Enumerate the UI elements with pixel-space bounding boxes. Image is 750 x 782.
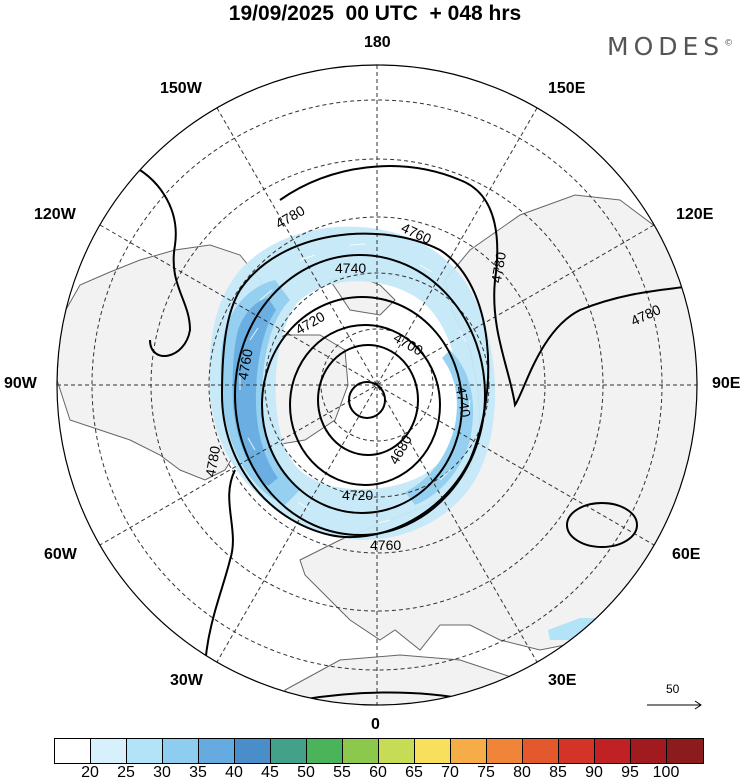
meridian-120e-60w [99, 224, 655, 546]
contour-label: 4780 [488, 251, 509, 285]
colorbar-swatch [235, 739, 271, 763]
contour-4720 [261, 296, 463, 514]
colorbar-tick-label: 80 [513, 764, 531, 781]
colorbar-swatch [415, 739, 451, 763]
brand-name: MODES [607, 32, 725, 61]
lon-label-60w: 60W [44, 546, 77, 563]
colorbar-swatch [91, 739, 127, 763]
wind-vector [459, 329, 467, 343]
colorbar-tick-label: 40 [225, 764, 243, 781]
meridian-120w-60e [99, 224, 655, 546]
lon-label-30e: 30E [548, 672, 577, 689]
latitude-circle-60 [208, 216, 546, 554]
colorbar-tick-label: 85 [549, 764, 567, 781]
lon-label-120w: 120W [34, 206, 76, 223]
latitude-circle-70 [264, 272, 490, 498]
lon-label-180: 180 [364, 34, 391, 51]
wind-vector [249, 327, 259, 341]
colorbar-tick-label: 20 [81, 764, 99, 781]
colorbar-swatch [523, 739, 559, 763]
contour-pole-low [348, 381, 386, 419]
latitude-circle-80 [320, 328, 434, 442]
wind-vector [375, 519, 391, 525]
contour-4740 [234, 254, 486, 536]
contour-4680 [317, 344, 419, 456]
wind-vector [297, 501, 311, 511]
lon-label-150e: 150E [548, 80, 586, 97]
map-title: 19/09/2025 00 UTC + 048 hrs [228, 2, 522, 25]
contour-label: 4740 [453, 385, 474, 419]
lon-label-90w: 90W [4, 375, 37, 392]
contour-label: 4780 [202, 445, 223, 479]
contour-labels: 4780 4760 4740 4720 4700 4680 4760 4720 … [202, 202, 663, 553]
graticule [57, 65, 697, 705]
colorbar-swatch [559, 739, 595, 763]
colorbar-tick-label: 95 [621, 764, 639, 781]
contour-label: 4760 [235, 348, 256, 382]
colorbar-tick-label: 45 [261, 764, 279, 781]
wind-vector [247, 437, 256, 451]
colorbar-tick-label: 75 [477, 764, 495, 781]
lon-label-150w: 150W [160, 80, 202, 97]
colorbar-labels: 20 25 30 35 40 45 50 55 60 65 70 75 80 85 90 95 100 [0, 764, 750, 782]
colorbar-swatch [487, 739, 523, 763]
colorbar-swatch [379, 739, 415, 763]
brand-logo: MODES© [607, 32, 733, 61]
lon-label-30w: 30W [170, 672, 203, 689]
wind-vectors [239, 243, 471, 525]
colorbar-tick-label: 25 [117, 764, 135, 781]
wind-vector [299, 254, 316, 261]
polar-map: 4780 4760 4740 4720 4700 4680 4760 4720 … [56, 64, 698, 706]
colorbar [54, 738, 704, 764]
lon-label-120e: 120E [676, 206, 714, 223]
colorbar-swatch [307, 739, 343, 763]
wind-vector [419, 264, 433, 273]
colorbar-tick-label: 50 [297, 764, 315, 781]
meridian-150w-30e [216, 107, 538, 663]
colorbar-swatch [55, 739, 91, 763]
colorbar-tick-label: 30 [153, 764, 171, 781]
height-contours [119, 159, 697, 705]
colorbar-tick-label: 100 [652, 764, 680, 781]
jet-shading-east [405, 350, 474, 505]
colorbar-tick-label: 90 [585, 764, 603, 781]
lon-label-0: 0 [371, 716, 380, 733]
colorbar-tick-label: 70 [441, 764, 459, 781]
wind-vector [439, 469, 451, 481]
wind-vector [467, 399, 471, 415]
contour-label: 4720 [342, 487, 373, 503]
contour-4760 [220, 232, 490, 539]
colorbar-swatch [199, 739, 235, 763]
wind-vector [259, 289, 273, 301]
vector-reference-arrow [647, 700, 702, 710]
colorbar-swatch [163, 739, 199, 763]
brand-copyright-mark: © [724, 38, 734, 49]
contour-label: 4740 [335, 260, 366, 276]
colorbar-tick-label: 65 [405, 764, 423, 781]
colorbar-swatch [343, 739, 379, 763]
colorbar-swatch [595, 739, 631, 763]
lon-label-90e: 90E [712, 375, 741, 392]
meridian-150e-30w [216, 107, 538, 663]
colorbar-tick-label: 60 [369, 764, 387, 781]
colorbar-tick-label: 35 [189, 764, 207, 781]
colorbar-swatch [271, 739, 307, 763]
map-boundary [56, 64, 698, 706]
vector-reference-label: 50 [666, 682, 680, 696]
colorbar-tick-label: 55 [333, 764, 351, 781]
lon-label-60e: 60E [672, 546, 701, 563]
wind-vector [349, 243, 366, 246]
contour-4780-closed [566, 502, 638, 548]
colorbar-swatch [451, 739, 487, 763]
colorbar-swatch [127, 739, 163, 763]
colorbar-swatch [631, 739, 667, 763]
contour-label: 4760 [370, 537, 401, 553]
contour-4700 [289, 324, 441, 486]
colorbar-swatch [667, 739, 703, 763]
